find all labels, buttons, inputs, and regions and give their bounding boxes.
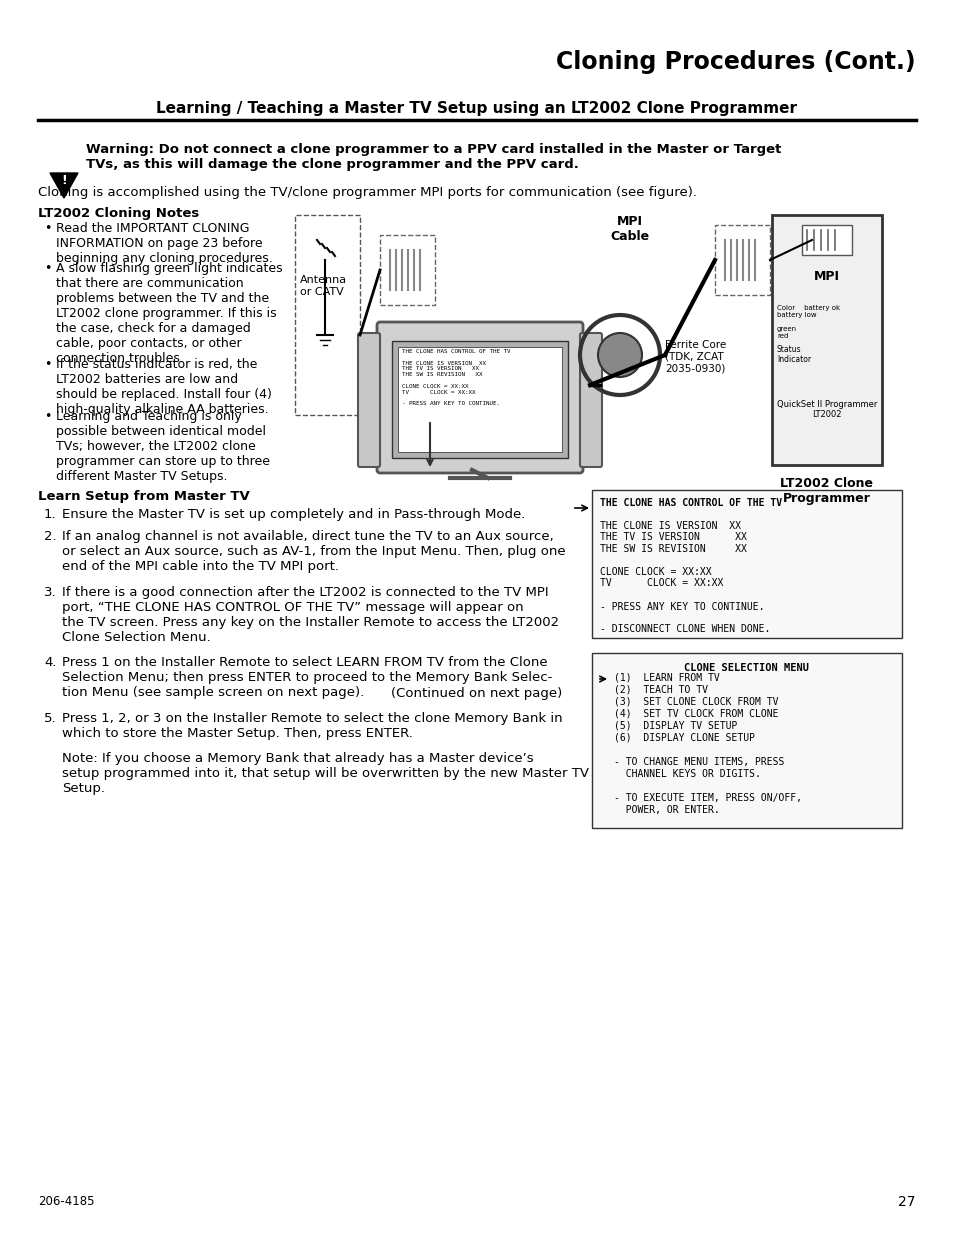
Text: POWER, OR ENTER.: POWER, OR ENTER. (614, 805, 719, 815)
FancyBboxPatch shape (376, 322, 582, 473)
Bar (294, 215, 359, 415)
Text: MPI
Cable: MPI Cable (610, 215, 649, 243)
Text: (3)  SET CLONE CLOCK FROM TV: (3) SET CLONE CLOCK FROM TV (614, 697, 778, 706)
Text: CHANNEL KEYS OR DIGITS.: CHANNEL KEYS OR DIGITS. (614, 769, 760, 779)
Text: (5)  DISPLAY TV SETUP: (5) DISPLAY TV SETUP (614, 721, 737, 731)
Text: Cloning is accomplished using the TV/clone programmer MPI ports for communicatio: Cloning is accomplished using the TV/clo… (38, 186, 697, 199)
Text: - PRESS ANY KEY TO CONTINUE.: - PRESS ANY KEY TO CONTINUE. (599, 601, 763, 611)
Text: Status
Indicator: Status Indicator (776, 345, 810, 364)
Text: Press 1, 2, or 3 on the Installer Remote to select the clone Memory Bank in
whic: Press 1, 2, or 3 on the Installer Remote… (62, 713, 562, 740)
Text: Learning / Teaching a Master TV Setup using an LT2002 Clone Programmer: Learning / Teaching a Master TV Setup us… (156, 100, 797, 116)
Text: •: • (44, 222, 51, 235)
Text: 3.: 3. (44, 585, 56, 599)
FancyBboxPatch shape (592, 653, 901, 827)
Text: 27: 27 (898, 1195, 915, 1209)
Text: Read the IMPORTANT CLONING
INFORMATION on page 23 before
beginning any cloning p: Read the IMPORTANT CLONING INFORMATION o… (56, 222, 273, 266)
FancyBboxPatch shape (579, 333, 601, 467)
Text: Cloning Procedures (Cont.): Cloning Procedures (Cont.) (556, 49, 915, 74)
Text: Color    battery ok
battery low

green
red: Color battery ok battery low green red (776, 305, 840, 338)
Text: - TO EXECUTE ITEM, PRESS ON/OFF,: - TO EXECUTE ITEM, PRESS ON/OFF, (614, 793, 801, 803)
Text: CLONE SELECTION MENU: CLONE SELECTION MENU (684, 663, 809, 673)
Text: - TO CHANGE MENU ITEMS, PRESS: - TO CHANGE MENU ITEMS, PRESS (614, 757, 783, 767)
Text: (6)  DISPLAY CLONE SETUP: (6) DISPLAY CLONE SETUP (614, 734, 754, 743)
Text: (Continued on next page): (Continued on next page) (391, 687, 562, 700)
Text: THE CLONE IS VERSION  XX: THE CLONE IS VERSION XX (599, 521, 740, 531)
Text: Ensure the Master TV is set up completely and in Pass-through Mode.: Ensure the Master TV is set up completel… (62, 508, 525, 521)
Text: THE CLONE HAS CONTROL OF THE TV

THE CLONE IS VERSION  XX
THE TV IS VERSION   XX: THE CLONE HAS CONTROL OF THE TV THE CLON… (401, 350, 510, 406)
Bar (714, 225, 769, 295)
Text: (4)  SET TV CLOCK FROM CLONE: (4) SET TV CLOCK FROM CLONE (614, 709, 778, 719)
FancyBboxPatch shape (357, 333, 379, 467)
Text: If there is a good connection after the LT2002 is connected to the TV MPI
port, : If there is a good connection after the … (62, 585, 558, 643)
Text: Antenna
or CATV: Antenna or CATV (299, 275, 347, 296)
Text: Note: If you choose a Memory Bank that already has a Master device’s
setup progr: Note: If you choose a Memory Bank that a… (62, 752, 588, 795)
FancyBboxPatch shape (801, 225, 851, 254)
FancyBboxPatch shape (397, 347, 561, 452)
Text: •: • (44, 410, 51, 424)
Text: Warning: Do not connect a clone programmer to a PPV card installed in the Master: Warning: Do not connect a clone programm… (86, 143, 781, 156)
Text: Learn Setup from Master TV: Learn Setup from Master TV (38, 490, 250, 503)
Circle shape (598, 333, 641, 377)
Text: THE TV IS VERSION      XX: THE TV IS VERSION XX (599, 532, 746, 542)
Text: - DISCONNECT CLONE WHEN DONE.: - DISCONNECT CLONE WHEN DONE. (599, 625, 770, 635)
Text: If the status indicator is red, the
LT2002 batteries are low and
should be repla: If the status indicator is red, the LT20… (56, 358, 272, 416)
Text: 5.: 5. (44, 713, 56, 725)
Text: (2)  TEACH TO TV: (2) TEACH TO TV (614, 685, 707, 695)
Text: (1)  LEARN FROM TV: (1) LEARN FROM TV (614, 673, 719, 683)
Polygon shape (50, 173, 78, 198)
Text: QuickSet II Programmer
LT2002: QuickSet II Programmer LT2002 (776, 400, 876, 420)
Text: CLONE CLOCK = XX:XX: CLONE CLOCK = XX:XX (599, 567, 711, 577)
Text: !: ! (61, 174, 67, 188)
Text: •: • (44, 262, 51, 275)
Text: •: • (44, 358, 51, 370)
FancyBboxPatch shape (771, 215, 882, 466)
Text: 2.: 2. (44, 530, 56, 543)
Text: THE CLONE HAS CONTROL OF THE TV: THE CLONE HAS CONTROL OF THE TV (599, 498, 781, 508)
Text: Learning and Teaching is only
possible between identical model
TVs; however, the: Learning and Teaching is only possible b… (56, 410, 270, 483)
Text: 4.: 4. (44, 656, 56, 669)
Text: Ferrite Core
(TDK, ZCAT
2035-0930): Ferrite Core (TDK, ZCAT 2035-0930) (664, 340, 725, 373)
Text: 1.: 1. (44, 508, 56, 521)
Text: If an analog channel is not available, direct tune the TV to an Aux source,
or s: If an analog channel is not available, d… (62, 530, 565, 573)
FancyBboxPatch shape (592, 490, 901, 638)
Text: TV      CLOCK = XX:XX: TV CLOCK = XX:XX (599, 578, 722, 589)
Text: 206-4185: 206-4185 (38, 1195, 94, 1208)
Text: TVs, as this will damage the clone programmer and the PPV card.: TVs, as this will damage the clone progr… (86, 158, 578, 170)
Bar (379, 235, 435, 305)
Text: MPI: MPI (813, 270, 840, 283)
Text: LT2002 Cloning Notes: LT2002 Cloning Notes (38, 207, 199, 220)
Text: Press 1 on the Installer Remote to select LEARN FROM TV from the Clone
Selection: Press 1 on the Installer Remote to selec… (62, 656, 552, 699)
Text: A slow flashing green light indicates
that there are communication
problems betw: A slow flashing green light indicates th… (56, 262, 282, 366)
FancyBboxPatch shape (392, 341, 567, 458)
Text: THE SW IS REVISION     XX: THE SW IS REVISION XX (599, 543, 746, 555)
Text: LT2002 Clone
Programmer: LT2002 Clone Programmer (780, 477, 873, 505)
